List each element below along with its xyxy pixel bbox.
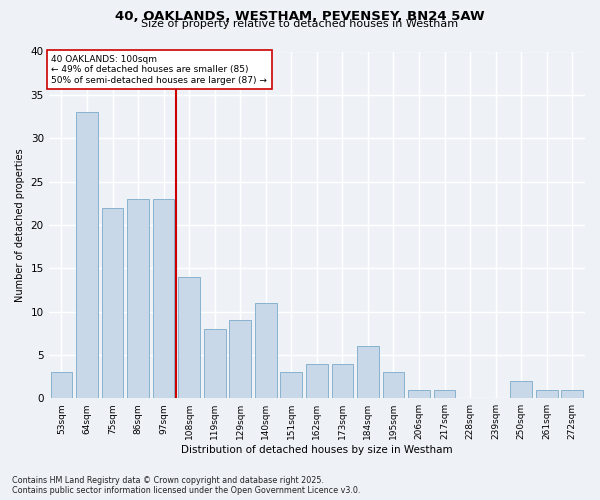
Text: Contains HM Land Registry data © Crown copyright and database right 2025.
Contai: Contains HM Land Registry data © Crown c…	[12, 476, 361, 495]
Bar	[229, 320, 251, 398]
Bar	[204, 329, 226, 398]
Text: 40, OAKLANDS, WESTHAM, PEVENSEY, BN24 5AW: 40, OAKLANDS, WESTHAM, PEVENSEY, BN24 5A…	[115, 10, 485, 23]
Text: 40 OAKLANDS: 100sqm
← 49% of detached houses are smaller (85)
50% of semi-detach: 40 OAKLANDS: 100sqm ← 49% of detached ho…	[52, 55, 267, 85]
Bar	[408, 390, 430, 398]
Bar	[50, 372, 72, 398]
Bar	[178, 277, 200, 398]
Bar	[383, 372, 404, 398]
Bar	[306, 364, 328, 398]
Y-axis label: Number of detached properties: Number of detached properties	[15, 148, 25, 302]
Bar	[255, 303, 277, 398]
Bar	[536, 390, 557, 398]
Bar	[357, 346, 379, 398]
Bar	[76, 112, 98, 398]
Bar	[434, 390, 455, 398]
Bar	[562, 390, 583, 398]
Text: Size of property relative to detached houses in Westham: Size of property relative to detached ho…	[142, 19, 458, 29]
Bar	[153, 199, 175, 398]
Bar	[510, 381, 532, 398]
Bar	[127, 199, 149, 398]
Bar	[101, 208, 124, 398]
Bar	[280, 372, 302, 398]
Bar	[332, 364, 353, 398]
X-axis label: Distribution of detached houses by size in Westham: Distribution of detached houses by size …	[181, 445, 452, 455]
